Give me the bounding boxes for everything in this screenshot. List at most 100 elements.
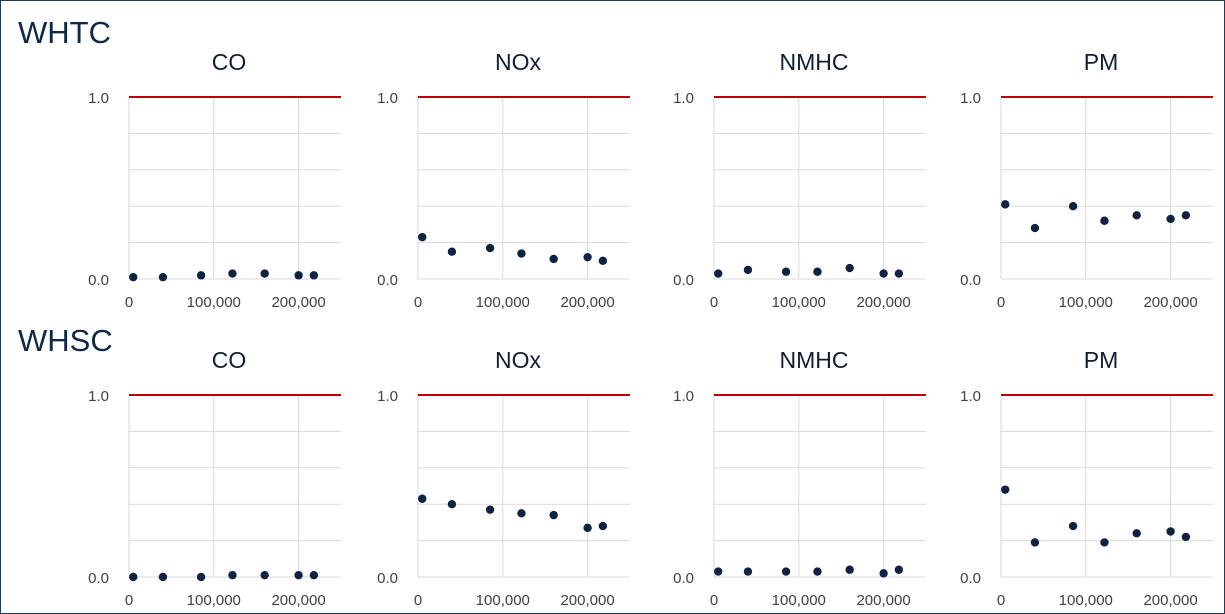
chart-whsc-nox: NOx 1.0 0.0 0 100,000 200,000 (377, 347, 630, 609)
x-tick-label: 0 (414, 294, 422, 311)
data-point (1030, 538, 1040, 547)
data-point (1068, 202, 1078, 211)
chart-whsc-nmhc: NMHC 1.0 0.0 0 100,000 200,000 (673, 347, 926, 609)
chart-title: PM (1084, 347, 1119, 373)
data-point (1068, 521, 1078, 531)
x-tick-label: 0 (710, 294, 718, 311)
data-point (781, 567, 791, 576)
x-tick-label: 0 (997, 592, 1005, 609)
x-tick-label: 100,000 (187, 592, 241, 609)
chart-whtc-pm: PM 1.0 0.0 0 100,000 200,000 (960, 49, 1213, 311)
x-tick-label: 100,000 (187, 294, 241, 311)
y-tick-label: 0.0 (673, 570, 694, 587)
x-tick-label: 100,000 (1059, 592, 1113, 609)
y-tick-label: 0.0 (377, 570, 398, 587)
data-point (309, 271, 319, 280)
chart-title: NMHC (780, 347, 849, 373)
data-point (260, 570, 269, 580)
chart-title: CO (212, 49, 247, 75)
y-tick-label: 1.0 (377, 90, 398, 107)
y-tick-label: 1.0 (960, 388, 981, 405)
section-title: WHTC (18, 15, 111, 50)
chart-title: NOx (495, 347, 542, 373)
data-point (418, 494, 427, 503)
y-tick-label: 1.0 (960, 90, 981, 107)
x-tick-label: 0 (125, 294, 133, 311)
x-tick-label: 200,000 (271, 592, 325, 609)
data-point (743, 265, 753, 275)
chart-title: PM (1084, 49, 1119, 75)
y-tick-label: 0.0 (960, 570, 981, 587)
data-point (1100, 216, 1109, 225)
x-tick-label: 0 (125, 592, 133, 609)
chart-whtc-nmhc: NMHC 1.0 0.0 0 100,000 200,000 (673, 49, 926, 311)
data-point (714, 269, 723, 278)
data-point (294, 570, 303, 580)
data-point (743, 567, 753, 576)
data-point (845, 565, 854, 574)
x-tick-label: 100,000 (476, 294, 530, 311)
data-point (485, 505, 495, 514)
chart-whtc-co: CO 1.0 0.0 0 100,000 200,000 (88, 49, 341, 311)
data-point (598, 521, 608, 531)
data-point (714, 567, 723, 576)
chart-title: NMHC (780, 49, 849, 75)
x-tick-label: 200,000 (560, 294, 614, 311)
data-point (845, 263, 854, 273)
data-point (447, 500, 457, 509)
chart-title: NOx (495, 49, 542, 75)
x-tick-label: 200,000 (271, 294, 325, 311)
chart-whsc-pm: PM 1.0 0.0 0 100,000 200,000 (960, 347, 1213, 609)
data-point (196, 572, 206, 582)
data-point (1166, 214, 1175, 224)
data-point (260, 269, 269, 278)
y-tick-label: 1.0 (88, 388, 109, 405)
data-point (129, 572, 138, 582)
x-tick-label: 0 (997, 294, 1005, 311)
data-point (1181, 211, 1191, 220)
data-point (158, 272, 168, 282)
data-point (813, 567, 822, 576)
data-point (158, 572, 168, 582)
data-point (583, 252, 592, 262)
x-tick-label: 0 (710, 592, 718, 609)
data-point (294, 271, 303, 280)
x-tick-label: 100,000 (772, 294, 826, 311)
data-point (309, 570, 319, 580)
data-point (228, 570, 237, 580)
x-tick-label: 200,000 (1143, 592, 1197, 609)
data-point (196, 271, 206, 280)
data-point (1132, 211, 1141, 220)
data-point (1030, 223, 1040, 233)
data-point (549, 254, 558, 264)
data-point (894, 565, 904, 574)
data-point (1166, 527, 1175, 536)
data-point (517, 509, 526, 518)
data-point (517, 249, 526, 258)
data-point (1181, 532, 1191, 542)
y-tick-label: 1.0 (673, 90, 694, 107)
chart-whtc-nox: NOx 1.0 0.0 0 100,000 200,000 (377, 49, 630, 311)
data-point (813, 267, 822, 276)
data-point (1001, 200, 1010, 209)
y-tick-label: 0.0 (88, 272, 109, 289)
data-point (1132, 529, 1141, 538)
data-point (447, 247, 457, 256)
data-point (781, 267, 791, 276)
data-point (1001, 485, 1010, 494)
x-tick-label: 100,000 (772, 592, 826, 609)
y-tick-label: 0.0 (673, 272, 694, 289)
section-title: WHSC (18, 323, 113, 358)
data-point (879, 269, 888, 278)
y-tick-label: 0.0 (88, 570, 109, 587)
data-point (879, 569, 888, 578)
y-tick-label: 0.0 (960, 272, 981, 289)
chart-title: CO (212, 347, 247, 373)
x-tick-label: 200,000 (856, 294, 910, 311)
data-point (129, 272, 138, 282)
section-whtc: WHTC CO 1.0 0.0 0 100,000 200,000 NOx 1.0 0.0 0 100… (18, 15, 1213, 311)
y-tick-label: 1.0 (88, 90, 109, 107)
data-point (598, 256, 608, 265)
